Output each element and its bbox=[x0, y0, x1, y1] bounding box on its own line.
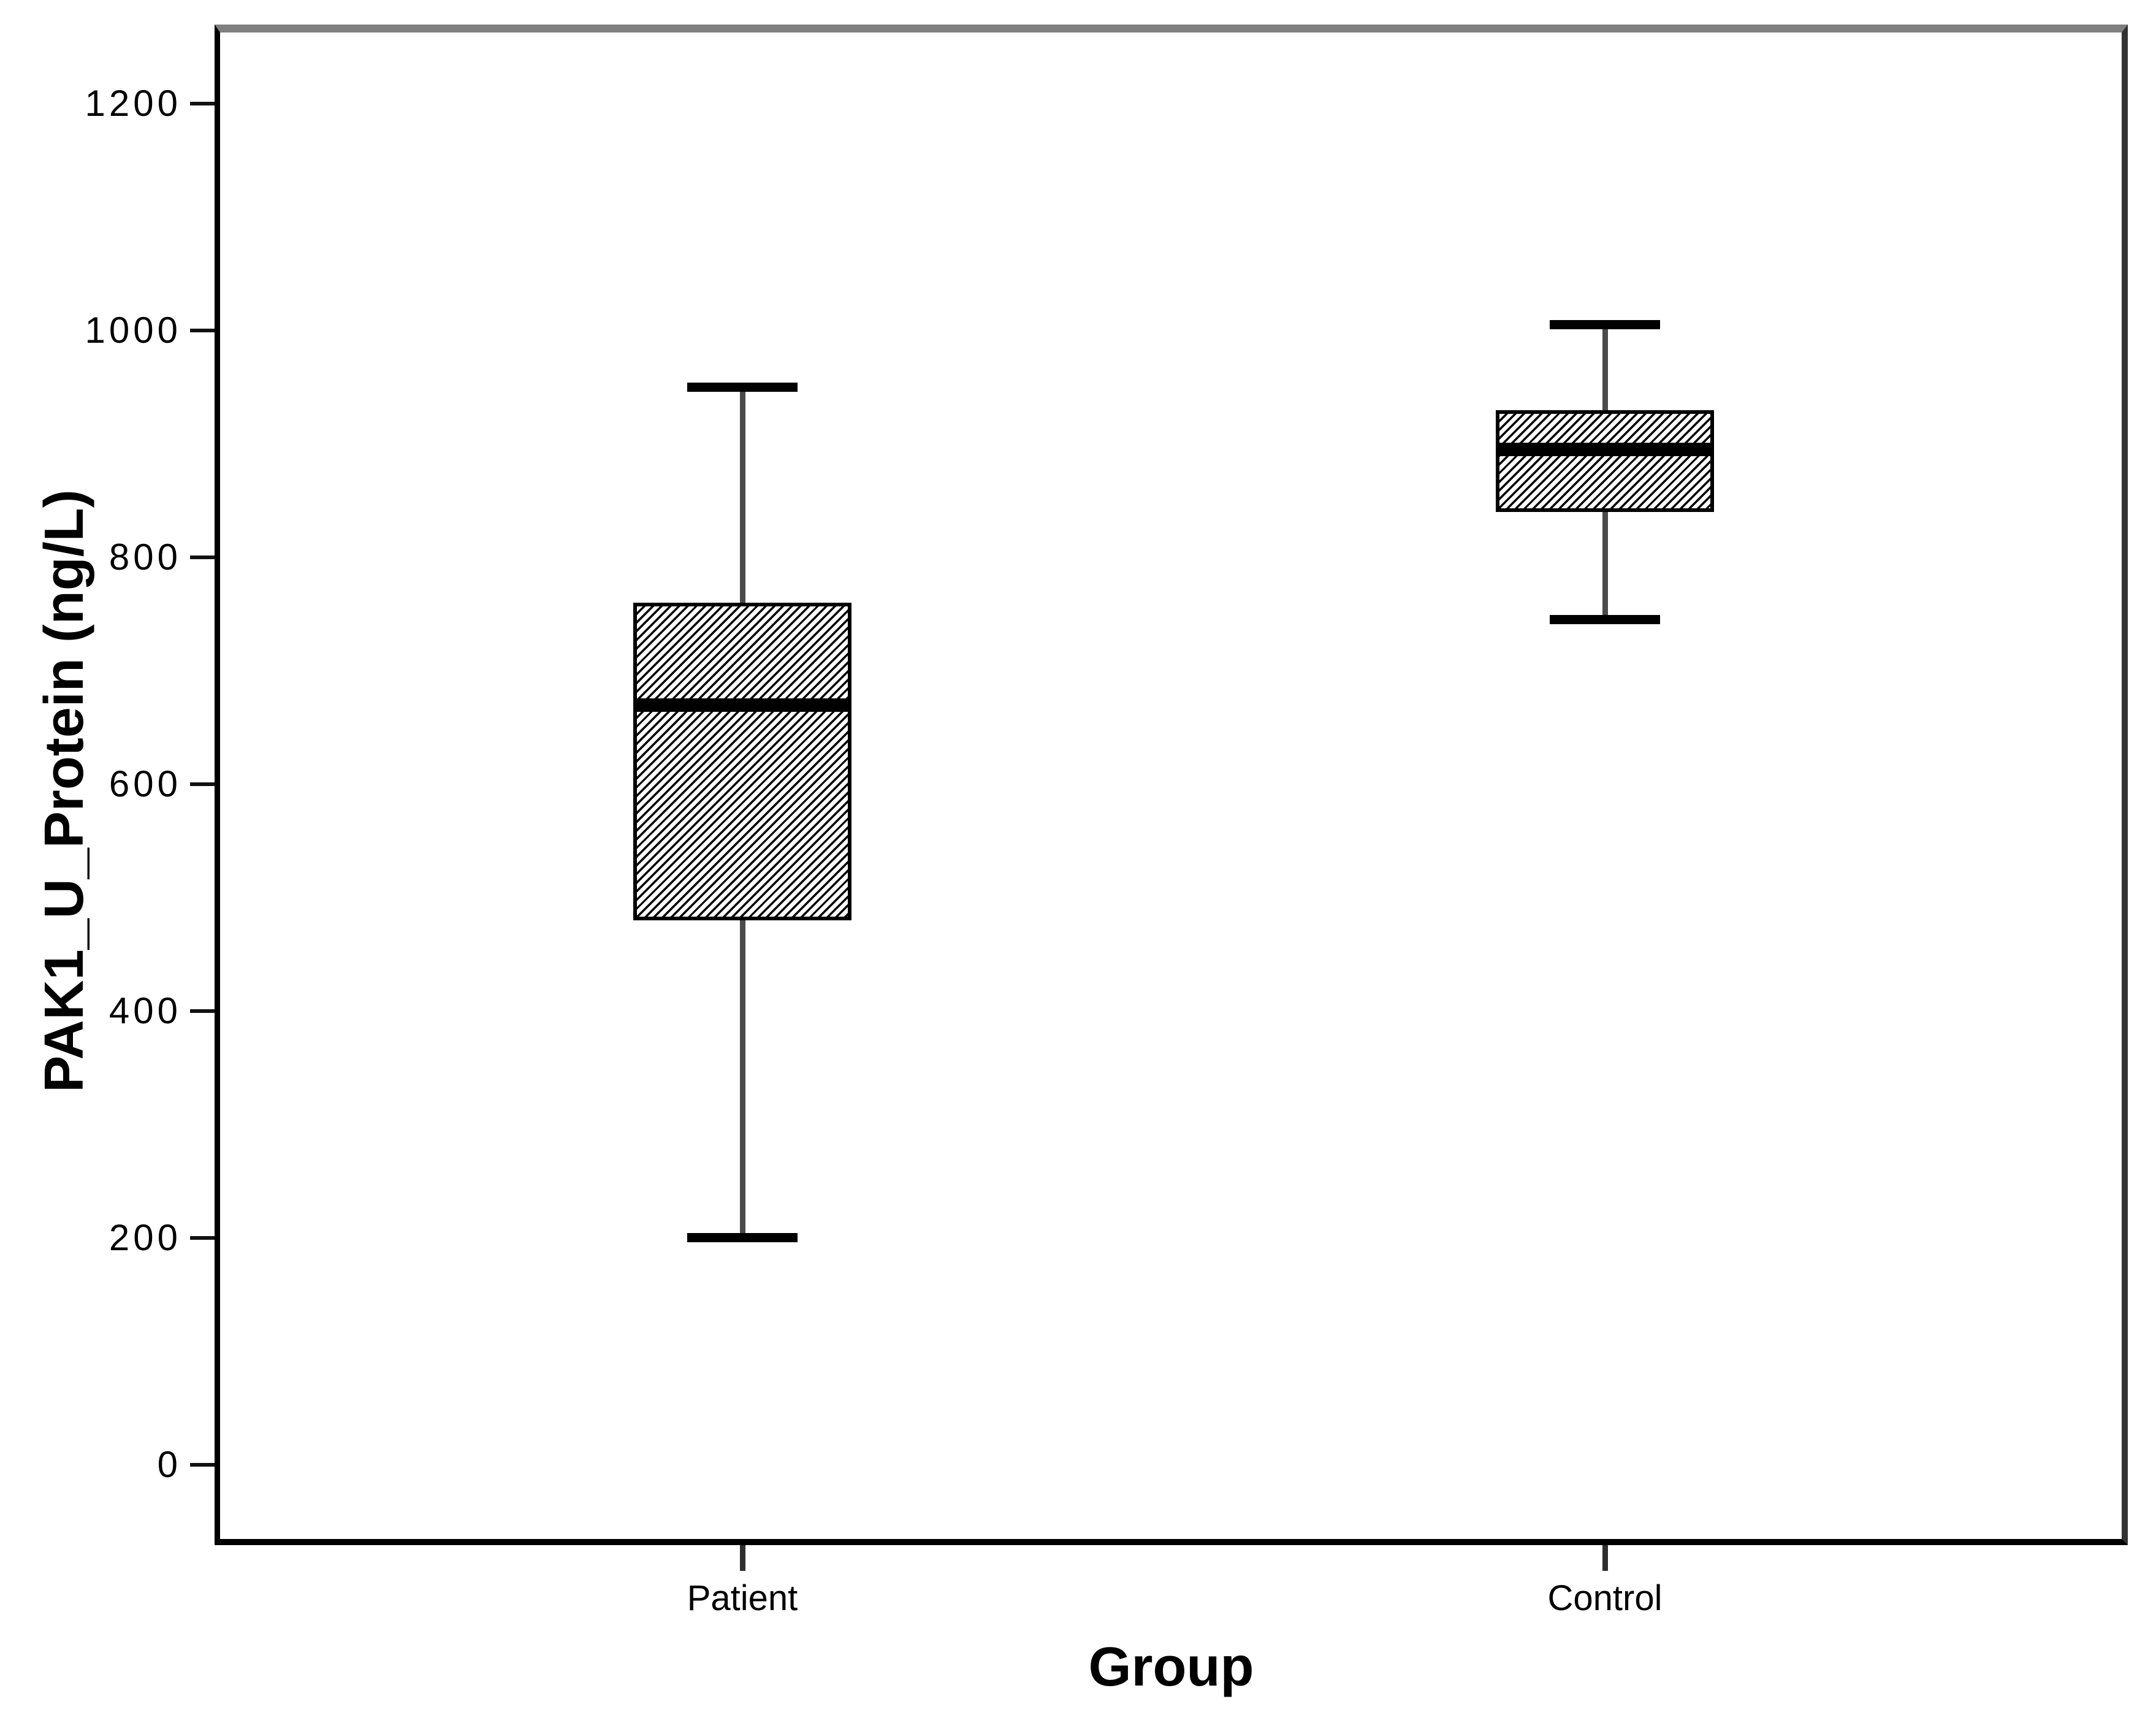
y-axis-tick-label: 1200 bbox=[85, 83, 181, 124]
y-axis-tick-label: 200 bbox=[109, 1217, 181, 1258]
y-axis-tick-label: 600 bbox=[109, 763, 181, 804]
lower-whisker-cap bbox=[687, 1233, 798, 1242]
y-axis-tick-label: 400 bbox=[109, 990, 181, 1031]
lower-whisker-line bbox=[740, 920, 745, 1238]
y-axis-tick bbox=[190, 782, 215, 786]
y-axis-tick bbox=[190, 329, 215, 332]
upper-whisker-cap bbox=[1550, 319, 1660, 329]
plot-frame bbox=[215, 25, 2128, 1545]
upper-whisker-line bbox=[740, 387, 745, 603]
x-axis-tick bbox=[740, 1545, 745, 1571]
box-iqr bbox=[1496, 410, 1714, 512]
upper-whisker-line bbox=[1602, 324, 1608, 410]
median-line bbox=[1499, 443, 1710, 457]
y-axis-tick bbox=[190, 1009, 215, 1013]
y-axis-tick bbox=[190, 556, 215, 559]
y-axis-tick bbox=[190, 1463, 215, 1467]
median-line bbox=[637, 698, 848, 712]
lower-whisker-cap bbox=[1550, 614, 1660, 624]
upper-whisker-cap bbox=[687, 382, 798, 392]
y-axis-tick-label: 0 bbox=[157, 1444, 181, 1485]
x-axis-tick bbox=[1602, 1545, 1608, 1571]
y-axis-tick-label: 1000 bbox=[85, 310, 181, 351]
lower-whisker-line bbox=[1602, 512, 1608, 620]
x-axis-category-label: Control bbox=[1547, 1578, 1663, 1618]
y-axis-tick-label: 800 bbox=[109, 537, 181, 578]
box-iqr bbox=[633, 603, 851, 920]
x-axis-title: Group bbox=[1088, 1636, 1254, 1698]
x-axis-category-label: Patient bbox=[687, 1578, 798, 1618]
y-axis-tick bbox=[190, 102, 215, 105]
y-axis-tick bbox=[190, 1236, 215, 1240]
